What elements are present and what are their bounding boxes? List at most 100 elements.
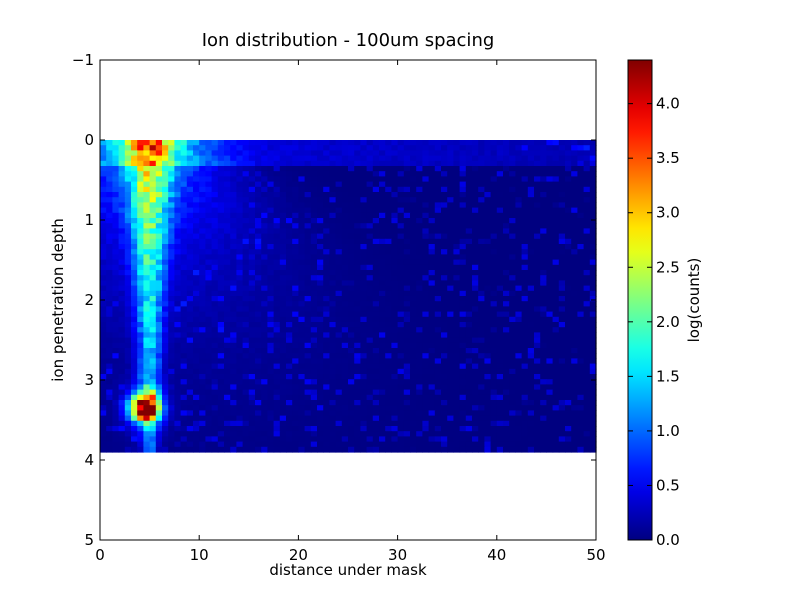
heatmap-cell xyxy=(571,202,578,209)
heatmap-cell xyxy=(180,389,188,396)
heatmap-cell xyxy=(174,426,182,432)
heatmap-cell xyxy=(286,368,293,375)
heatmap-cell xyxy=(205,176,213,183)
heatmap-cell xyxy=(224,176,231,183)
heatmap-cell xyxy=(205,145,213,151)
heatmap-cell xyxy=(162,306,169,313)
heatmap-cell xyxy=(490,228,498,235)
heatmap-cell xyxy=(478,176,485,183)
heatmap-cell xyxy=(124,140,132,146)
heatmap-cell xyxy=(348,441,355,448)
heatmap-cell xyxy=(341,228,349,235)
heatmap-cell xyxy=(162,384,169,391)
heatmap-cell xyxy=(255,415,262,422)
heatmap-cell xyxy=(304,145,312,151)
heatmap-cell xyxy=(465,280,473,287)
heatmap-cell xyxy=(490,223,498,229)
heatmap-cell xyxy=(149,368,157,375)
heatmap-cell xyxy=(112,420,120,427)
heatmap-cell xyxy=(143,441,151,448)
heatmap-cell xyxy=(434,301,442,307)
heatmap-cell xyxy=(372,233,380,240)
heatmap-cell xyxy=(484,394,492,401)
heatmap-cell xyxy=(174,353,182,359)
heatmap-cell xyxy=(261,394,268,401)
heatmap-cell xyxy=(515,311,523,318)
heatmap-cell xyxy=(465,254,473,261)
heatmap-cell xyxy=(242,415,250,422)
heatmap-cell xyxy=(478,405,485,411)
heatmap-cell xyxy=(255,280,262,287)
heatmap-cell xyxy=(143,316,151,323)
heatmap-cell xyxy=(521,358,529,365)
heatmap-cell xyxy=(558,238,566,245)
heatmap-cell xyxy=(434,306,442,313)
heatmap-cell xyxy=(534,171,541,177)
heatmap-cell xyxy=(317,379,324,385)
heatmap-cell xyxy=(434,358,442,365)
heatmap-cell xyxy=(360,181,368,188)
heatmap-cell xyxy=(267,264,275,271)
heatmap-cell xyxy=(205,238,213,245)
heatmap-cell xyxy=(118,197,126,203)
heatmap-cell xyxy=(298,285,306,292)
heatmap-cell xyxy=(577,218,585,224)
heatmap-cell xyxy=(428,358,436,365)
heatmap-cell xyxy=(527,264,535,271)
heatmap-cell xyxy=(131,145,138,151)
heatmap-cell xyxy=(379,363,386,370)
heatmap-cell xyxy=(335,296,343,302)
heatmap-cell xyxy=(261,400,268,406)
heatmap-cell xyxy=(217,223,225,229)
heatmap-cell xyxy=(484,238,492,245)
heatmap-cell xyxy=(379,342,386,349)
heatmap-cell xyxy=(571,384,578,391)
heatmap-cell xyxy=(534,264,541,271)
heatmap-cell xyxy=(193,270,200,276)
heatmap-cell xyxy=(534,431,541,437)
heatmap-cell xyxy=(558,249,566,255)
heatmap-cell xyxy=(583,410,591,417)
heatmap-cell xyxy=(286,394,293,401)
heatmap-cell xyxy=(558,426,566,432)
heatmap-cell xyxy=(317,374,324,380)
heatmap-cell xyxy=(354,384,361,391)
heatmap-cell xyxy=(558,441,566,448)
heatmap-cell xyxy=(348,244,355,250)
heatmap-cell xyxy=(255,327,262,333)
heatmap-cell xyxy=(348,410,355,417)
heatmap-cell xyxy=(391,342,399,349)
heatmap-cell xyxy=(453,233,461,240)
heatmap-cell xyxy=(292,311,299,318)
heatmap-cell xyxy=(143,431,151,437)
heatmap-cell xyxy=(478,254,485,261)
heatmap-cell xyxy=(199,171,206,177)
heatmap-cell xyxy=(565,306,572,313)
heatmap-cell xyxy=(577,441,585,448)
heatmap-cell xyxy=(112,233,120,240)
heatmap-cell xyxy=(583,140,591,146)
heatmap-cell xyxy=(397,150,405,157)
heatmap-cell xyxy=(224,228,231,235)
heatmap-cell xyxy=(379,441,386,448)
heatmap-cell xyxy=(360,233,368,240)
heatmap-cell xyxy=(317,306,324,313)
heatmap-cell xyxy=(211,400,219,406)
heatmap-cell xyxy=(143,228,151,235)
heatmap-cell xyxy=(193,254,200,261)
heatmap-cell xyxy=(261,176,268,183)
heatmap-cell xyxy=(255,290,262,297)
heatmap-cell xyxy=(100,233,107,240)
heatmap-cell xyxy=(391,218,399,224)
heatmap-cell xyxy=(397,379,405,385)
heatmap-cell xyxy=(558,358,566,365)
heatmap-cell xyxy=(335,176,343,183)
heatmap-cell xyxy=(186,166,194,172)
heatmap-cell xyxy=(236,384,244,391)
heatmap-cell xyxy=(403,400,411,406)
heatmap-cell xyxy=(317,140,324,146)
heatmap-cell xyxy=(552,342,560,349)
heatmap-cell xyxy=(515,368,523,375)
heatmap-cell xyxy=(534,296,541,302)
heatmap-cell xyxy=(453,140,461,146)
